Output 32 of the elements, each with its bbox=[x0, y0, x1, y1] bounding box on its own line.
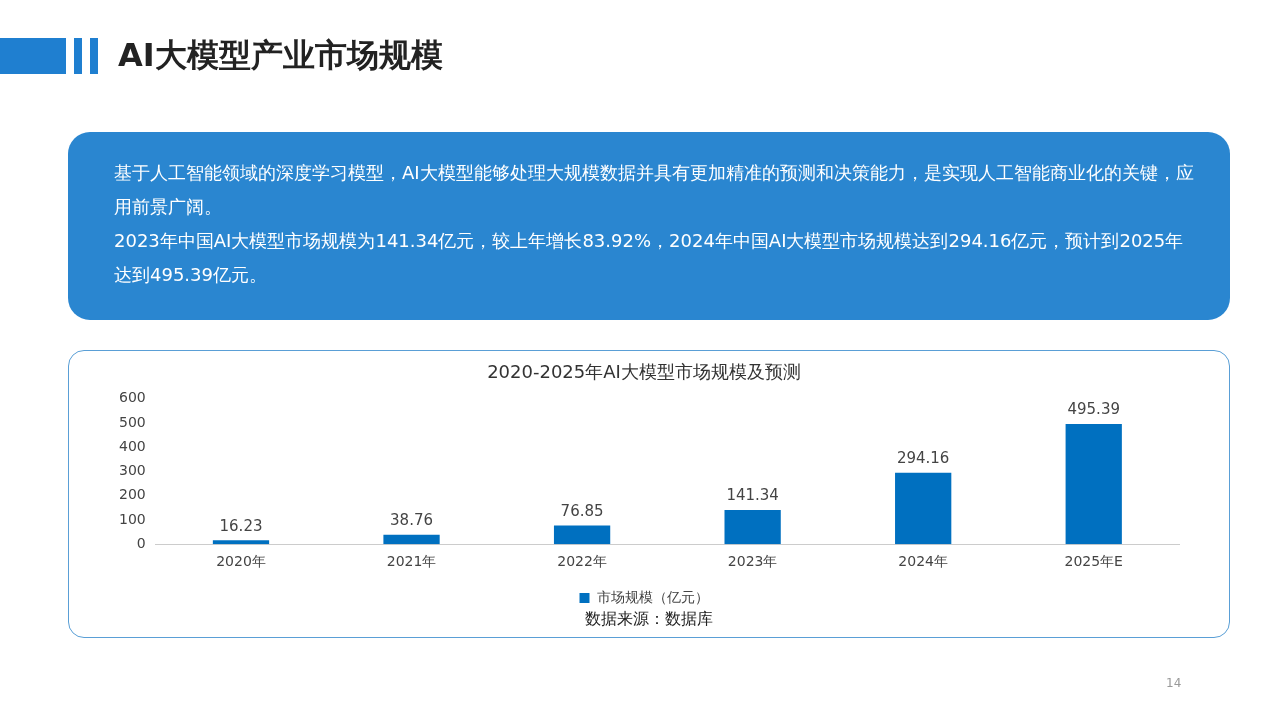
data-label: 495.39 bbox=[1067, 400, 1120, 419]
y-tick-label: 400 bbox=[118, 437, 146, 454]
text: 2023年中国AI大模型市场规模为141.34亿元，较上年增长83.92%，2024年中国AI大模型市场规模达到294.16亿元，预计到2025年达到495.39亿元。 bbox=[114, 229, 1185, 287]
data-label: 38.76 bbox=[390, 511, 434, 530]
x-tick-label: 2021年 bbox=[386, 553, 437, 570]
bar bbox=[212, 540, 270, 545]
y-tick-label: 100 bbox=[118, 510, 146, 527]
bar bbox=[383, 534, 440, 545]
bar bbox=[553, 525, 611, 545]
data-label: 141.34 bbox=[726, 486, 779, 505]
y-tick-label: 200 bbox=[118, 486, 146, 503]
x-tick-label: 2025年E bbox=[1064, 553, 1123, 570]
x-tick-label: 2022年 bbox=[557, 553, 607, 570]
x-tick-label: 2023年 bbox=[727, 553, 778, 570]
x-tick-label: 2020年 bbox=[216, 553, 266, 570]
y-tick-label: 0 bbox=[136, 534, 146, 551]
legend-label: 市场规模（亿元） bbox=[596, 588, 709, 605]
data-label: 16.23 bbox=[219, 516, 263, 535]
y-tick-label: 600 bbox=[118, 389, 146, 406]
x-tick-label: 2024年 bbox=[898, 553, 948, 570]
text: 14 bbox=[1166, 676, 1182, 690]
chart-title: AI大模型产业市场规模 bbox=[118, 35, 443, 76]
bar bbox=[895, 472, 952, 545]
source-note: 数据来源：数据库 bbox=[584, 609, 714, 630]
bar bbox=[1065, 423, 1122, 545]
data-label: 294.16 bbox=[896, 449, 950, 468]
data-label: 76.85 bbox=[560, 501, 604, 520]
y-tick-label: 500 bbox=[118, 413, 146, 430]
bar bbox=[724, 509, 781, 545]
text: 基于人工智能领域的深度学习模型，AI大模型能够处理大规模数据并具有更加精准的预测和决策能力，是实现人工智能商业化的关键，应用前景广阔。 bbox=[114, 161, 1194, 219]
y-tick-label: 300 bbox=[118, 462, 146, 479]
chart-subtitle: 2020-2025年AI大模型市场规模及预测 bbox=[487, 361, 801, 383]
